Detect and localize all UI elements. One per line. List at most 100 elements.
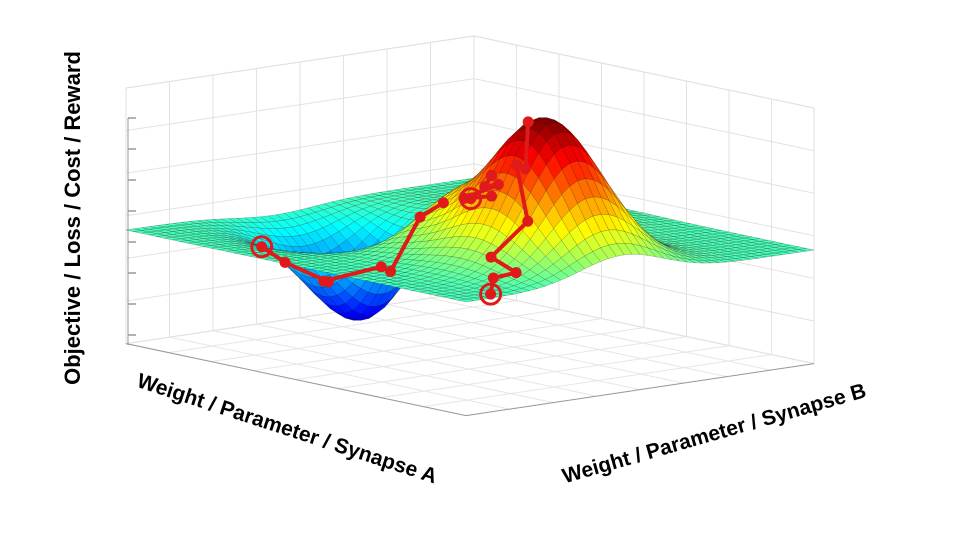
path-start-ring-3 bbox=[459, 187, 483, 211]
surface-facet bbox=[165, 228, 181, 232]
surface-facet bbox=[404, 264, 422, 271]
surface-facet bbox=[334, 269, 351, 274]
surface-facet bbox=[435, 269, 453, 277]
surface-facet bbox=[425, 197, 442, 201]
surface-facet bbox=[782, 247, 799, 251]
grid-line bbox=[125, 163, 475, 217]
surface-facet bbox=[360, 292, 377, 307]
surface-facet bbox=[235, 238, 252, 244]
path-point bbox=[479, 180, 491, 192]
surface-facet bbox=[157, 224, 174, 228]
path-point bbox=[385, 265, 397, 277]
surface-facet bbox=[402, 187, 419, 191]
surface-facet bbox=[417, 201, 434, 206]
surface-facet bbox=[404, 287, 420, 291]
z-axis-label: Objective / Loss / Cost / Reward bbox=[60, 51, 85, 385]
surface-facet bbox=[320, 252, 337, 255]
surface-facet bbox=[505, 290, 522, 295]
surface-facet bbox=[133, 230, 150, 234]
surface-facet bbox=[443, 256, 461, 266]
surface-facet bbox=[704, 239, 721, 243]
surface-facet bbox=[600, 244, 617, 259]
floor-grid-line bbox=[253, 318, 602, 372]
surface-facet bbox=[335, 260, 352, 265]
surface-facet bbox=[425, 191, 442, 196]
surface-facet bbox=[466, 271, 484, 279]
surface-facet bbox=[156, 235, 173, 239]
surface-facet bbox=[682, 226, 698, 230]
surface-facet bbox=[466, 294, 483, 299]
surface-facet bbox=[696, 248, 713, 252]
surface-facet bbox=[218, 248, 235, 252]
surface-facet bbox=[344, 309, 362, 319]
surface-facet bbox=[275, 235, 292, 247]
surface-facet bbox=[365, 279, 382, 283]
surface-facet bbox=[632, 225, 649, 242]
surface-facet bbox=[664, 244, 681, 252]
x-axis-label: Weight / Parameter / Synapse A bbox=[134, 369, 440, 488]
surface-facet bbox=[195, 243, 212, 247]
z-axis-ticks bbox=[127, 117, 136, 345]
surface-facet bbox=[435, 293, 451, 298]
surface-facet bbox=[378, 193, 395, 198]
surface-facet bbox=[636, 212, 652, 216]
surface-facet bbox=[267, 228, 285, 237]
surface-facet bbox=[311, 264, 328, 269]
surface-facet bbox=[405, 234, 423, 243]
grid-line bbox=[125, 78, 475, 132]
path-point bbox=[519, 163, 531, 175]
surface-facet bbox=[782, 244, 799, 249]
surface-facet bbox=[336, 276, 353, 291]
surface-facet bbox=[657, 241, 674, 244]
surface-facet bbox=[327, 256, 344, 260]
surface-facet bbox=[672, 248, 689, 255]
surface-facet bbox=[719, 259, 735, 263]
path-point bbox=[522, 116, 534, 128]
surface-facet bbox=[507, 127, 525, 145]
surface-facet bbox=[243, 236, 260, 245]
axes-grid-walls bbox=[125, 35, 815, 417]
surface-facet bbox=[450, 180, 466, 184]
surface-facet bbox=[210, 246, 227, 251]
surface-facet bbox=[703, 255, 720, 259]
path-point bbox=[437, 197, 449, 209]
surface-facet bbox=[319, 266, 336, 270]
surface-facet bbox=[774, 248, 791, 253]
surface-facet bbox=[303, 266, 320, 270]
path-start-ring-1 bbox=[479, 282, 503, 306]
surface-facet bbox=[459, 259, 476, 270]
path-point bbox=[510, 267, 522, 279]
surface-facet bbox=[343, 253, 360, 257]
surface-facet bbox=[553, 121, 572, 135]
surface-facet bbox=[346, 212, 363, 222]
surface-facet bbox=[212, 230, 228, 235]
surface-facet bbox=[427, 282, 444, 287]
surface-facet bbox=[458, 295, 475, 300]
path-point bbox=[486, 190, 498, 202]
surface-facet bbox=[711, 259, 728, 263]
surface-facet bbox=[373, 280, 389, 285]
surface-facet bbox=[442, 295, 459, 299]
surface-facet bbox=[553, 194, 570, 220]
surface-facet bbox=[211, 241, 228, 245]
surface-facet bbox=[458, 268, 476, 277]
path-point bbox=[256, 241, 268, 253]
y-axis-edge bbox=[465, 363, 815, 417]
surface-facet bbox=[375, 289, 393, 307]
y-axis-label: Weight / Parameter / Synapse B bbox=[560, 379, 869, 488]
surface-facet bbox=[418, 190, 434, 194]
path-start-ring-2 bbox=[250, 235, 274, 259]
surface-facet bbox=[458, 298, 474, 303]
grid-line bbox=[473, 291, 815, 365]
path-point bbox=[486, 170, 498, 182]
surface-facet bbox=[165, 225, 182, 230]
surface-facet bbox=[663, 253, 680, 262]
surface-facet bbox=[396, 285, 413, 290]
surface-facet bbox=[296, 258, 313, 263]
surface-facet bbox=[719, 256, 736, 260]
path-point bbox=[485, 251, 497, 263]
floor-grid-line bbox=[386, 304, 728, 378]
surface-facet bbox=[433, 190, 450, 194]
surface-facet bbox=[172, 235, 189, 240]
surface-facet bbox=[705, 228, 722, 232]
